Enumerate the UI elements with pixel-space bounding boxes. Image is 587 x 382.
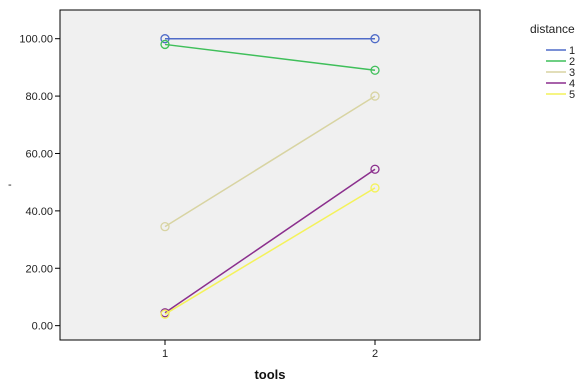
legend-label: 5: [569, 89, 575, 101]
series-1-point: [160, 34, 170, 44]
series-2-point: [370, 65, 380, 75]
series-2-point: [160, 39, 170, 50]
legend-label: 4: [569, 78, 575, 90]
legend-label: 3: [569, 67, 575, 79]
legend-label: 1: [569, 45, 575, 57]
series-layer: [160, 34, 380, 319]
series-5-point: [370, 183, 380, 193]
y-tick-label: 80.00: [25, 91, 53, 103]
series-3-line: [164, 95, 376, 228]
y-tick-label: 100.00: [19, 34, 53, 46]
series-3-point: [160, 222, 170, 232]
y-tick-label: 0.00: [32, 321, 53, 333]
legend-title: distance: [530, 22, 575, 36]
series-5-line: [164, 187, 376, 315]
x-axis-title: tools: [254, 367, 285, 382]
series-4-point: [370, 164, 380, 174]
legend-label: 2: [569, 56, 575, 68]
y-tick-label: 40.00: [25, 206, 53, 218]
y-tick-label: 20.00: [25, 263, 53, 275]
x-tick-label: 2: [372, 348, 378, 360]
series-2-line: [164, 43, 376, 72]
series-5-point: [160, 309, 170, 319]
x-tick-label: 1: [162, 348, 168, 360]
series-1-point: [370, 34, 380, 44]
y-tick-label: 60.00: [25, 148, 53, 160]
y-axis-title: -: [8, 179, 12, 191]
plot-area: [59, 9, 481, 341]
series-4-line: [164, 168, 376, 314]
y-axis: 0.00 20.00 40.00 60.00 80.00 100.00: [19, 34, 60, 333]
series-3-point: [370, 91, 380, 101]
